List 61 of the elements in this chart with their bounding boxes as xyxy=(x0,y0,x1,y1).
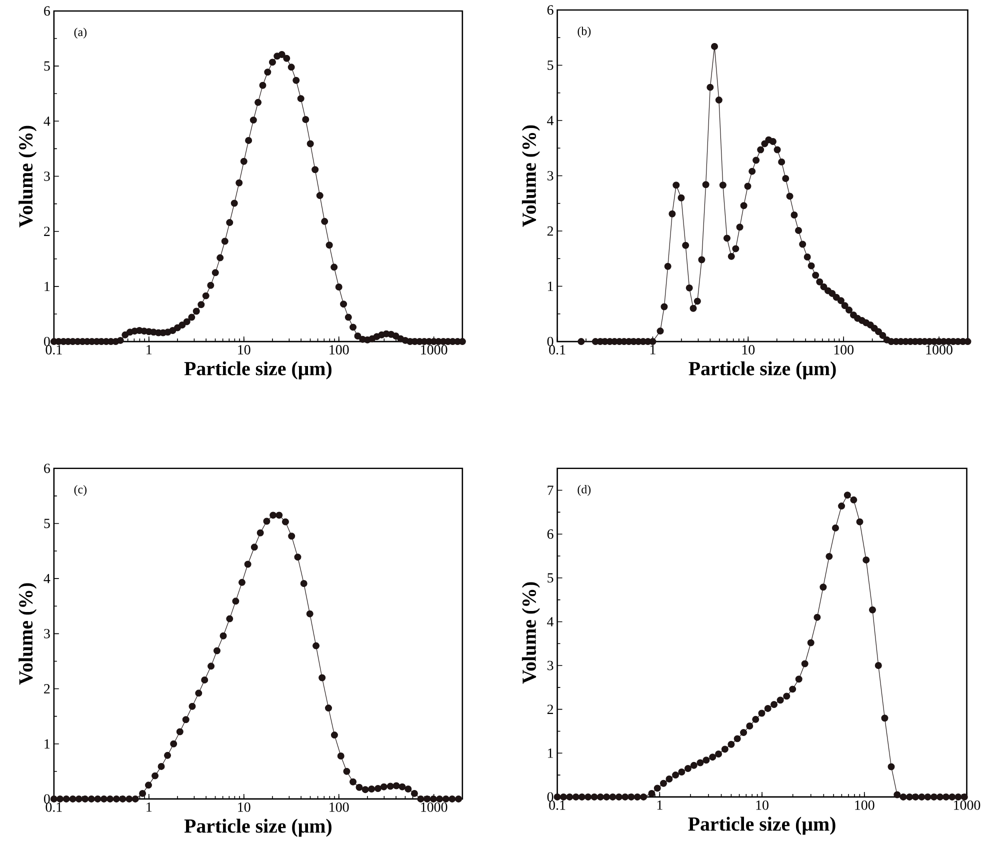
y-tick-label: 6 xyxy=(547,529,554,539)
annotation: (b) xyxy=(578,26,591,38)
y-tick-label: 0 xyxy=(44,794,50,804)
x-tick-label: 10 xyxy=(238,802,250,812)
y-tick-label: 1 xyxy=(548,282,553,291)
x-tick-label: 10 xyxy=(756,800,768,810)
annotation: (a) xyxy=(74,28,87,39)
y-tick-label: 5 xyxy=(548,60,554,70)
x-tick-label: 10 xyxy=(742,345,755,355)
x-tick-label: 1000 xyxy=(926,345,952,355)
x-tick-label: 1 xyxy=(657,800,662,810)
y-tick-label: 5 xyxy=(44,518,50,528)
y-tick-label: 3 xyxy=(547,171,554,180)
y-tick-label: 3 xyxy=(44,629,50,638)
y-tick-label: 6 xyxy=(44,6,50,16)
x-axis-title: Particle size (μm) xyxy=(184,361,332,380)
y-axis-title: Volume (%) xyxy=(18,583,37,685)
y-tick-label: 1 xyxy=(548,748,553,758)
y-tick-label: 6 xyxy=(547,5,554,15)
y-axis-title: Volume (%) xyxy=(522,125,540,227)
y-tick-label: 2 xyxy=(547,226,553,236)
y-axis-title: Volume (%) xyxy=(18,126,37,228)
x-tick-label: 0.1 xyxy=(549,345,566,355)
x-tick-label: 1 xyxy=(650,345,656,354)
x-tick-label: 100 xyxy=(834,345,854,355)
y-tick-label: 2 xyxy=(44,684,50,694)
annotation: (c) xyxy=(74,485,87,496)
x-tick-label: 10 xyxy=(238,345,250,355)
x-tick-label: 1 xyxy=(146,802,152,812)
x-tick-label: 100 xyxy=(330,345,349,355)
y-tick-label: 0 xyxy=(547,792,554,802)
x-tick-label: 1000 xyxy=(954,800,980,810)
x-tick-label: 0.1 xyxy=(46,802,62,812)
y-tick-label: 4 xyxy=(547,116,554,126)
y-tick-label: 3 xyxy=(44,172,50,181)
y-tick-label: 1 xyxy=(44,282,50,292)
x-tick-label: 100 xyxy=(330,802,349,812)
y-tick-label: 1 xyxy=(44,739,50,749)
x-axis-title: Particle size (μm) xyxy=(688,816,836,835)
y-tick-label: 2 xyxy=(44,226,50,236)
y-axis-title: Volume (%) xyxy=(522,582,540,684)
y-tick-label: 6 xyxy=(44,464,50,474)
y-tick-label: 0 xyxy=(44,336,50,346)
x-tick-label: 1000 xyxy=(421,802,448,812)
y-tick-label: 5 xyxy=(548,573,554,583)
annotation: (d) xyxy=(578,485,591,496)
x-tick-label: 1 xyxy=(146,345,152,354)
x-tick-label: 0.1 xyxy=(549,800,566,810)
x-tick-label: 100 xyxy=(855,800,874,810)
y-tick-label: 7 xyxy=(548,486,554,495)
x-axis-title: Particle size (μm) xyxy=(184,818,332,837)
y-tick-label: 2 xyxy=(547,704,553,714)
x-axis-title: Particle size (μm) xyxy=(688,361,836,380)
y-tick-label: 0 xyxy=(547,336,554,346)
x-tick-label: 0.1 xyxy=(46,345,62,355)
y-tick-label: 4 xyxy=(44,116,50,126)
y-tick-label: 5 xyxy=(44,61,50,71)
y-tick-label: 4 xyxy=(547,617,554,626)
x-tick-label: 1000 xyxy=(421,345,448,355)
y-tick-label: 3 xyxy=(547,660,554,670)
y-tick-label: 4 xyxy=(44,574,50,584)
